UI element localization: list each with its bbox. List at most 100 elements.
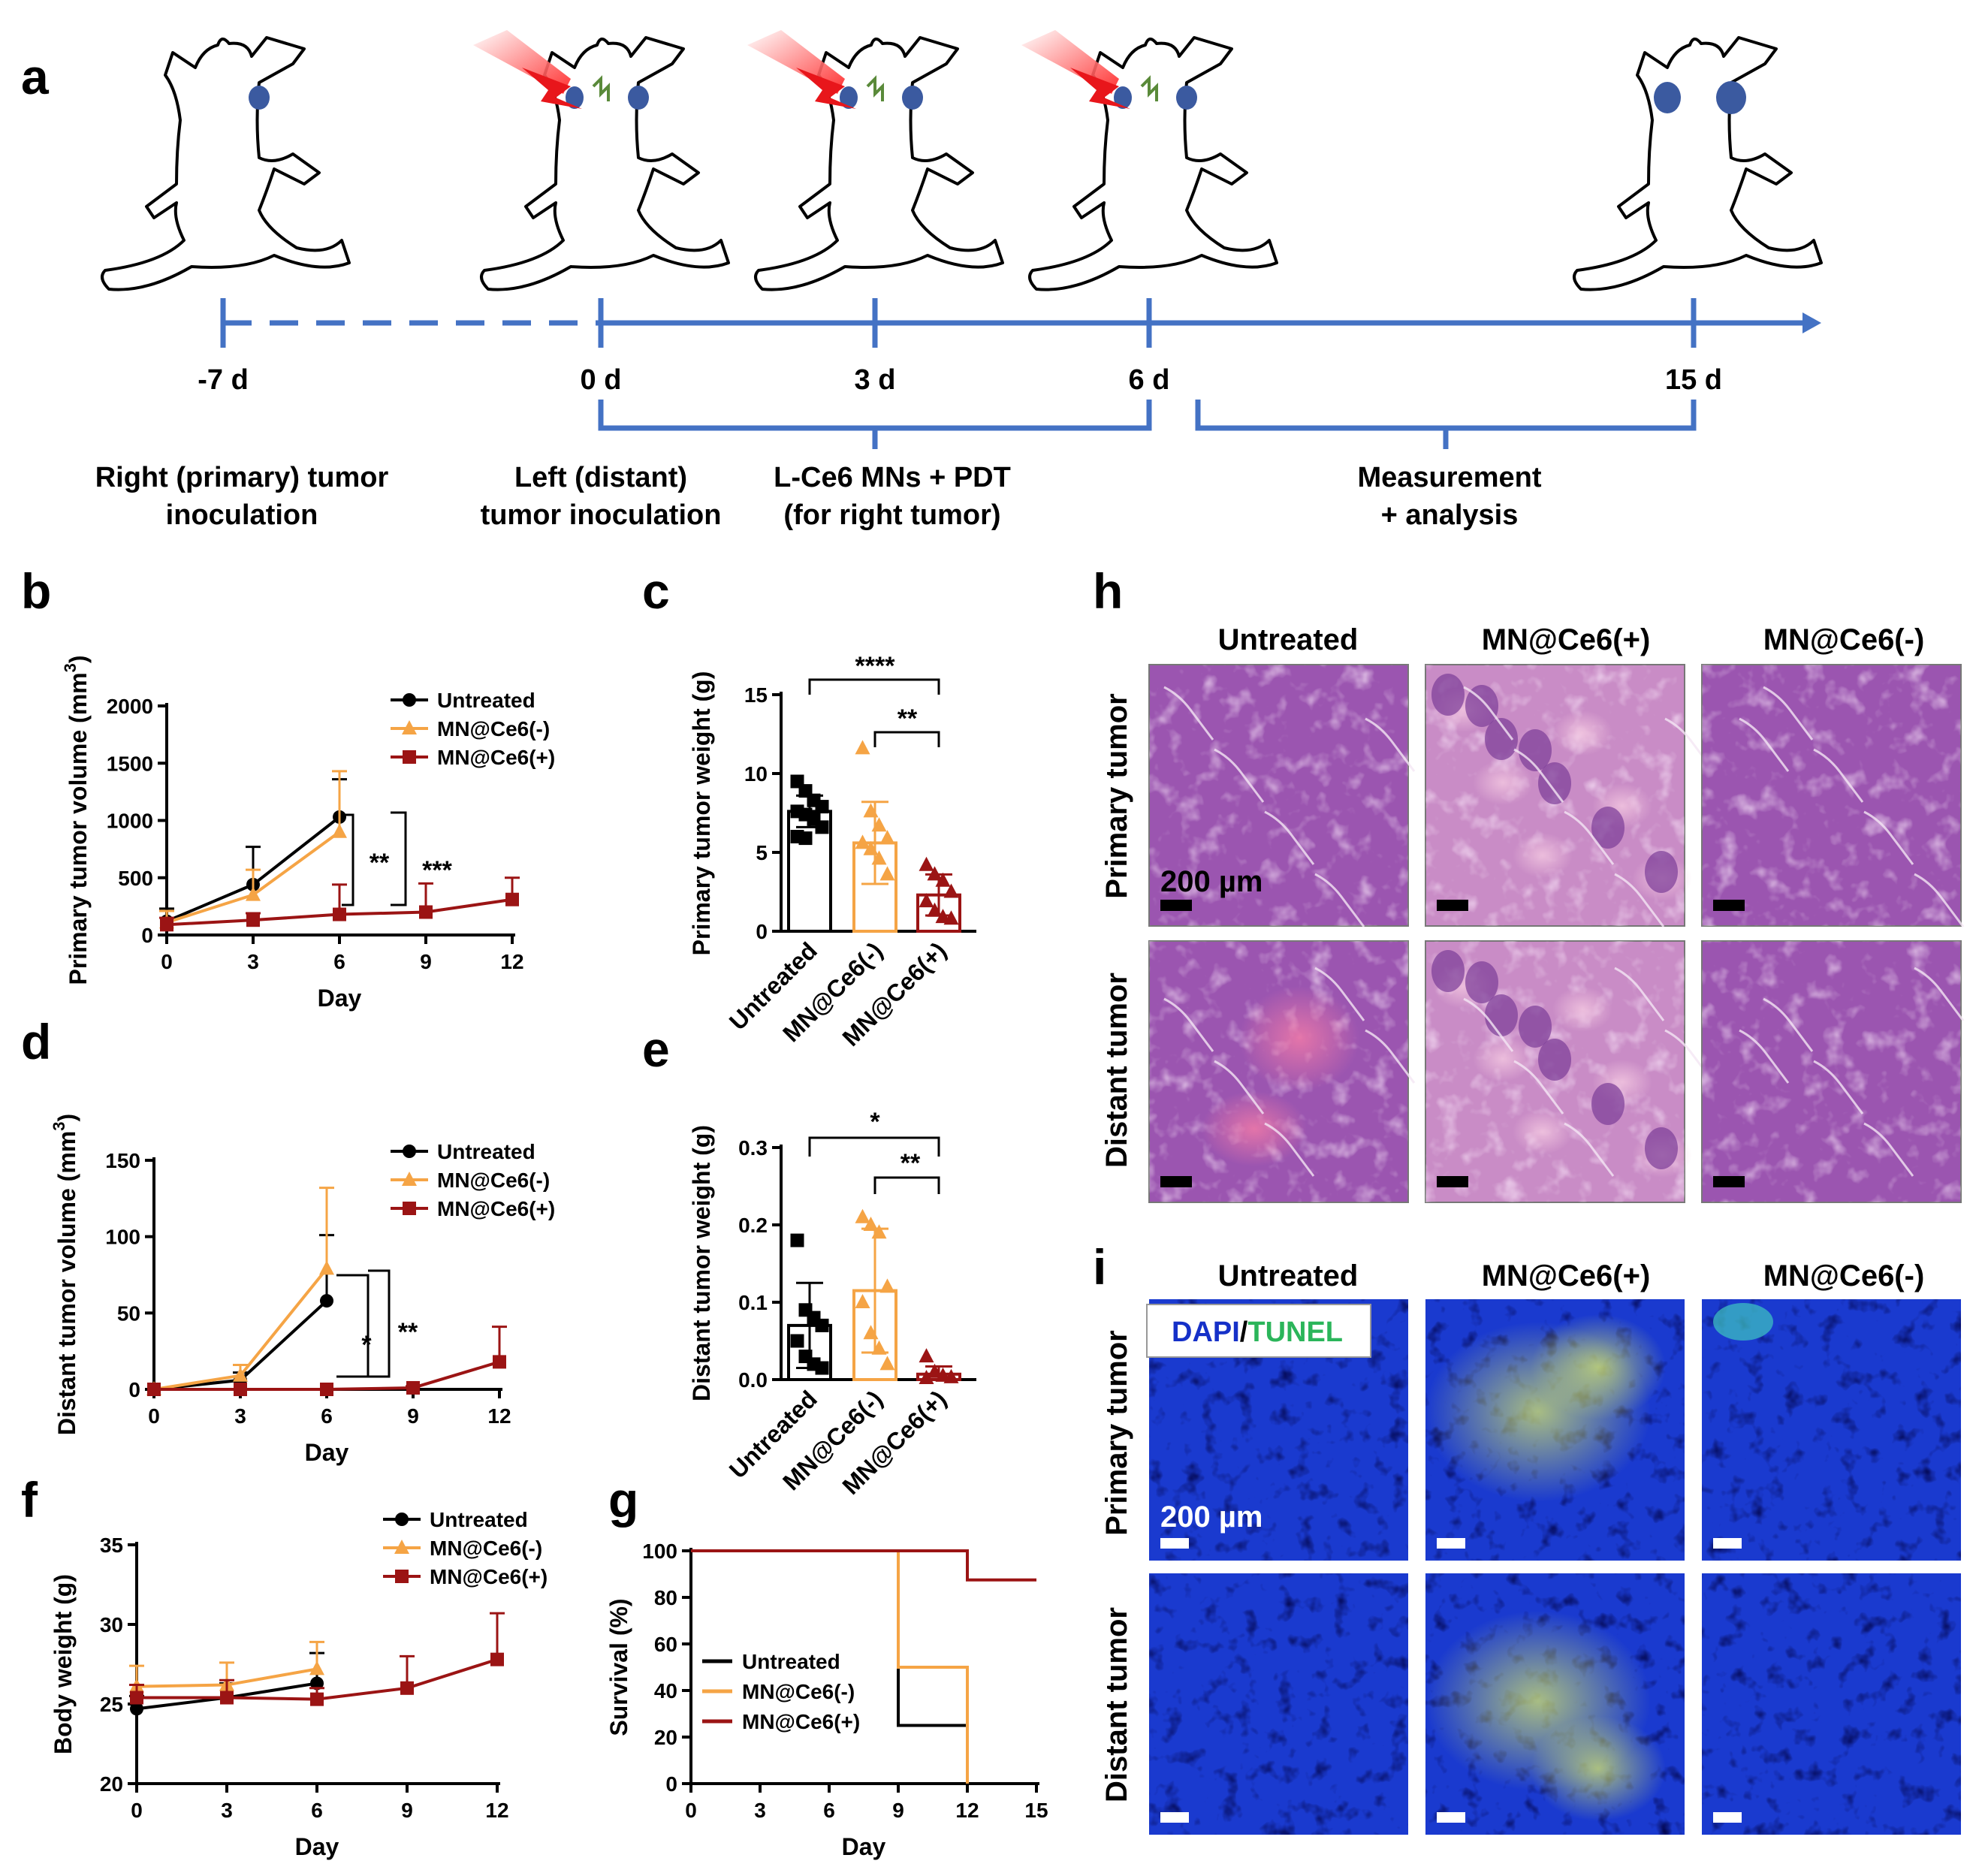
scale-bar — [1160, 1538, 1189, 1549]
data-point — [130, 1702, 143, 1716]
dapi-texture — [1149, 1573, 1408, 1835]
tissue-crack — [1914, 967, 1965, 1021]
tissue-crack — [1365, 717, 1416, 772]
legend-label-0: Untreated — [742, 1650, 840, 1673]
i-scale-label: 200 µm — [1160, 1500, 1262, 1534]
tumor-nest — [1519, 729, 1552, 771]
tissue-crack — [1463, 686, 1514, 740]
x-tick-label: 0 — [148, 1404, 160, 1428]
legend-marker-0 — [403, 693, 416, 707]
i-col-header-untreated: Untreated — [1218, 1259, 1359, 1292]
necrotic-area — [1552, 710, 1612, 756]
y-axis-label: Distant tumor volume (mm3) — [50, 1114, 80, 1435]
tumor-distant — [566, 86, 584, 109]
y-tick-label: 25 — [100, 1693, 123, 1716]
y-tick-label: 1000 — [107, 810, 153, 833]
mouse-body — [754, 36, 1004, 291]
label-primary-1: Right (primary) tumor — [95, 462, 389, 493]
legend-label-1: MN@Ce6(-) — [742, 1680, 855, 1703]
x-tick-label: 3 — [754, 1799, 766, 1822]
tissue-crack — [1564, 1122, 1615, 1177]
data-point — [310, 1676, 324, 1691]
tumor-nest — [1645, 1127, 1678, 1169]
mouse-body — [480, 36, 730, 291]
tunel-label: TUNEL — [1247, 1317, 1343, 1348]
hemorrhage-area — [1202, 1091, 1307, 1166]
data-point — [871, 1340, 887, 1355]
data-point — [310, 1692, 324, 1706]
data-point — [871, 817, 887, 832]
mouse-4 — [1573, 36, 1823, 291]
tumor-nest — [1465, 685, 1498, 727]
data-point — [927, 866, 943, 881]
y-tick-label: 15 — [744, 683, 768, 707]
tumor-nest — [1591, 807, 1625, 849]
data-point — [855, 1208, 870, 1223]
panel-letter-i: i — [1093, 1239, 1106, 1295]
x-tick-label: 6 — [333, 950, 345, 973]
hemorrhage-area — [1239, 986, 1359, 1091]
tumor-nest — [1431, 950, 1465, 992]
x-tick-label: 15 — [1024, 1799, 1048, 1822]
necrotic-area — [1552, 987, 1612, 1032]
day-label-3: 3 d — [855, 364, 896, 396]
legend-marker-0 — [395, 1513, 409, 1526]
x-tick-label: 6 — [321, 1404, 333, 1428]
label-measure-2: + analysis — [1381, 499, 1519, 531]
tumor-primary-large — [1716, 81, 1746, 114]
sig-bracket-2 — [873, 731, 940, 747]
scale-bar — [1713, 900, 1745, 911]
data-point — [919, 1348, 934, 1363]
legend-marker-2 — [403, 750, 416, 764]
tunel-positive-area — [1531, 1716, 1666, 1821]
data-point — [319, 1260, 334, 1275]
survival-curve-2 — [691, 1549, 1036, 1582]
he-image-r0-c2 — [1701, 664, 1965, 927]
data-point — [246, 886, 261, 901]
data-point — [400, 1681, 414, 1695]
panel-letter-a: a — [21, 49, 50, 104]
tissue-crack — [1163, 686, 1214, 740]
stain-slash: / — [1240, 1317, 1248, 1348]
scale-bar — [1713, 1538, 1742, 1549]
y-tick-label: 0 — [141, 924, 153, 947]
legend-label-2: MN@Ce6(+) — [437, 746, 555, 769]
mouse-body — [101, 36, 351, 291]
sig-label-1: * — [870, 1108, 880, 1136]
label-distant-2: tumor inoculation — [481, 499, 722, 531]
data-point — [871, 850, 887, 865]
chart-g: 0 20 40 60 80 100 0 3 6 9 12 15 Day Survival (%) Untre… — [605, 1540, 1048, 1860]
tissue-crack — [1264, 1122, 1315, 1177]
necrotic-area — [1513, 833, 1573, 878]
tunel-positive-area — [1531, 1314, 1666, 1419]
tunel-image-r1-c1 — [1425, 1573, 1685, 1835]
data-point — [927, 902, 943, 917]
tissue-crack — [1863, 810, 1914, 865]
he-image-r1-c2 — [1701, 940, 1965, 1203]
x-tick-label: 0 — [131, 1799, 143, 1822]
y-tick-label: 50 — [117, 1301, 140, 1325]
tissue-crack — [1513, 1060, 1564, 1114]
data-point — [815, 800, 829, 814]
mouse-3 — [1021, 30, 1278, 291]
necrotic-area — [1473, 760, 1533, 805]
scale-bar — [1437, 1538, 1465, 1549]
tissue-crack — [1365, 1029, 1416, 1084]
chart-d: 0 50 100 150 0 3 6 9 12 Day Distant tumor volume (… — [50, 1114, 555, 1466]
tumor-distant — [1114, 86, 1132, 109]
scale-bar — [1713, 1812, 1742, 1823]
data-point — [855, 1294, 870, 1308]
series-2 — [147, 1326, 507, 1396]
data-point — [790, 1334, 804, 1348]
data-point — [935, 872, 951, 887]
tissue-crack — [1614, 873, 1665, 927]
tunel-image-r0-c1 — [1425, 1299, 1685, 1561]
y-tick-label: 100 — [642, 1540, 677, 1563]
day-label-6: 6 d — [1129, 364, 1170, 396]
sig-label-1: * — [361, 1331, 372, 1359]
dapi-tunel-legend-box — [1146, 1304, 1371, 1358]
data-point — [130, 1691, 143, 1705]
data-point — [863, 840, 879, 855]
y-tick-label: 0.3 — [738, 1136, 768, 1160]
